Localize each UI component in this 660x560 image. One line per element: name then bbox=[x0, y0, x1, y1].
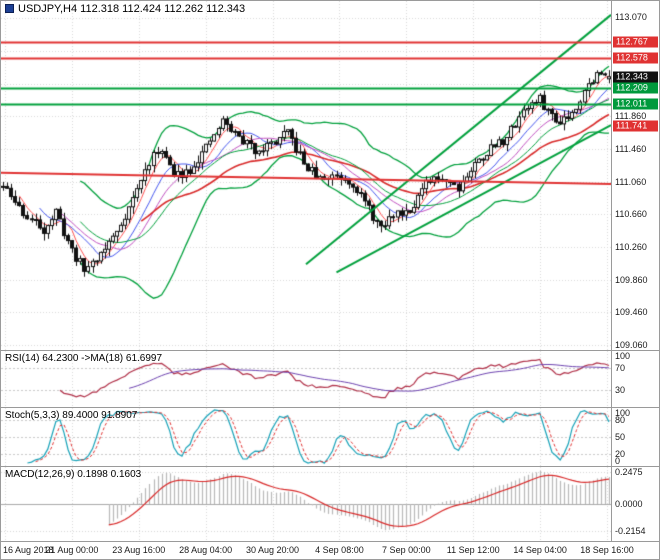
stochastic-axis: 100 80 50 20 0 bbox=[611, 408, 659, 466]
scale-label: 50 bbox=[615, 432, 626, 442]
price-chart-panel: USDJPY,H4 112.318 112.424 112.262 112.34… bbox=[1, 1, 659, 350]
scale-label: 0.0000 bbox=[615, 499, 643, 509]
price-badge: 112.578 bbox=[613, 52, 658, 64]
chart-title: USDJPY,H4 112.318 112.424 112.262 112.34… bbox=[5, 3, 245, 15]
price-tick: 110.660 bbox=[615, 209, 647, 220]
price-tick: 109.060 bbox=[615, 340, 648, 350]
rsi-panel: RSI(14) 64.2300 ->MA(18) 61.6997 100 70 30 bbox=[1, 350, 659, 407]
chart-symbol-icon bbox=[5, 4, 14, 13]
chart-title-text: USDJPY,H4 112.318 112.424 112.262 112.34… bbox=[18, 3, 246, 15]
scale-label: 0 bbox=[615, 456, 621, 466]
time-axis: 16 Aug 2018 21 Aug 00:00 23 Aug 16:00 28 Au… bbox=[1, 541, 659, 559]
scale-label: 20 bbox=[615, 449, 626, 460]
scale-label: 100 bbox=[615, 351, 631, 361]
rsi-axis: 100 70 30 bbox=[611, 351, 659, 407]
price-badge: 111.741 bbox=[613, 120, 658, 132]
scale-label: 100 bbox=[615, 408, 631, 418]
macd-title: MACD(12,26,9) 0.1898 0.1603 bbox=[5, 469, 142, 480]
price-chart-canvas[interactable] bbox=[1, 1, 611, 350]
time-label: 11 Sep 12:00 bbox=[446, 545, 500, 555]
time-label: 16 Aug 2018 bbox=[3, 545, 54, 555]
price-tick: 110.260 bbox=[615, 242, 647, 253]
time-label: 23 Aug 16:00 bbox=[112, 545, 166, 555]
macd-panel: MACD(12,26,9) 0.1898 0.1603 0.2475 0.0000… bbox=[1, 466, 659, 541]
price-badge: 112.767 bbox=[613, 36, 658, 48]
price-tick: 111.060 bbox=[615, 176, 647, 187]
scale-label: -0.2154 bbox=[615, 526, 646, 537]
time-label: 30 Aug 20:00 bbox=[246, 545, 300, 555]
macd-canvas[interactable] bbox=[1, 467, 611, 541]
time-label: 18 Sep 16:00 bbox=[580, 545, 634, 555]
stochastic-canvas[interactable] bbox=[1, 408, 611, 466]
price-badge: 112.011 bbox=[613, 98, 658, 110]
stochastic-panel: Stoch(5,3,3) 89.4000 91.8907 100 80 50 20 0 bbox=[1, 407, 659, 466]
time-label: 4 Sep 08:00 bbox=[315, 545, 364, 555]
price-tick: 109.460 bbox=[615, 307, 648, 318]
scale-label: 80 bbox=[615, 414, 626, 425]
price-axis: 113.070 111.860 111.460 111.060 110.660 110.2… bbox=[611, 1, 659, 350]
time-label: 14 Sep 04:00 bbox=[513, 545, 567, 555]
time-label: 28 Aug 04:00 bbox=[179, 545, 233, 555]
price-tick: 111.460 bbox=[615, 143, 647, 154]
scale-label: 70 bbox=[615, 362, 626, 373]
time-label: 21 Aug 00:00 bbox=[45, 545, 99, 555]
price-badge: 112.343 bbox=[613, 71, 658, 83]
price-tick: 111.860 bbox=[615, 111, 647, 122]
scale-label: 0.2475 bbox=[615, 467, 643, 478]
time-label: 7 Sep 00:00 bbox=[382, 545, 431, 555]
macd-axis: 0.2475 0.0000 -0.2154 bbox=[611, 467, 659, 541]
price-badge: 112.209 bbox=[613, 82, 658, 94]
price-tick: 109.860 bbox=[615, 274, 648, 285]
scale-label: 30 bbox=[615, 385, 626, 396]
rsi-canvas[interactable] bbox=[1, 351, 611, 407]
rsi-title: RSI(14) 64.2300 ->MA(18) 61.6997 bbox=[5, 353, 163, 364]
price-tick: 113.070 bbox=[615, 12, 647, 23]
stochastic-title: Stoch(5,3,3) 89.4000 91.8907 bbox=[5, 410, 138, 421]
